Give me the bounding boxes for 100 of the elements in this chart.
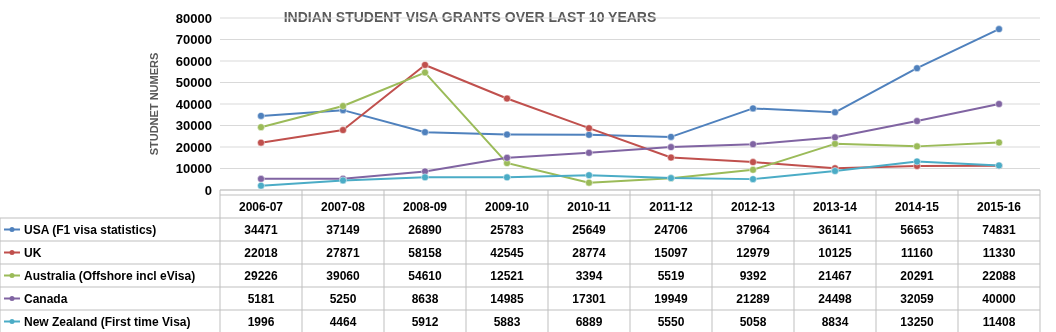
y-tick-label: 80000: [175, 10, 212, 26]
data-label: 5519: [657, 268, 685, 283]
x-tick-label: 2010-11: [567, 199, 612, 214]
point: [831, 133, 839, 142]
point: [503, 154, 511, 162]
data-label: 32059: [900, 291, 935, 306]
data-label: 26890: [408, 222, 443, 237]
point: [667, 153, 675, 162]
x-tick-label: 2007-08: [320, 199, 366, 214]
data-label: 19949: [654, 291, 689, 306]
data-label: 58158: [408, 245, 443, 260]
data-label: 22018: [244, 245, 279, 260]
point: [585, 131, 593, 139]
point: [585, 149, 593, 157]
y-tick-label: 0: [204, 182, 212, 198]
data-label: 10125: [818, 245, 853, 260]
point: [913, 142, 921, 151]
y-tick-label: 30000: [175, 118, 212, 134]
data-label: 39060: [326, 268, 361, 283]
data-label: 34471: [244, 222, 279, 237]
data-label: 5058: [739, 314, 767, 329]
point: [831, 108, 839, 117]
x-tick-label: 2009-10: [484, 199, 530, 214]
legend-label: New Zealand (First time Visa): [24, 314, 191, 329]
point: [667, 143, 675, 151]
point: [339, 126, 347, 134]
y-tick-label: 50000: [175, 75, 212, 91]
data-label: 11408: [982, 314, 1016, 329]
point: [749, 158, 757, 166]
y-tick-label: 20000: [175, 139, 212, 155]
data-label: 40000: [982, 291, 1017, 306]
legend-label: Australia (Offshore incl eVisa): [24, 268, 196, 283]
data-label: 21289: [736, 291, 771, 306]
point: [421, 61, 429, 69]
x-tick-label: 2015-16: [976, 199, 1022, 214]
data-label: 3394: [575, 268, 603, 283]
point: [913, 64, 921, 72]
point: [995, 138, 1003, 147]
y-tick-label: 70000: [175, 32, 212, 48]
point: [831, 140, 839, 148]
data-label: 54610: [408, 268, 443, 283]
point: [257, 123, 265, 131]
data-label: 4464: [329, 314, 357, 329]
y-axis-title: STUDNET NUMERS: [148, 52, 160, 156]
point: [421, 128, 429, 136]
point: [995, 100, 1003, 108]
point: [339, 102, 347, 110]
chart-title: INDIAN STUDENT VISA GRANTS OVER LAST 10 YEARS: [283, 9, 657, 25]
data-label: 17301: [572, 291, 607, 306]
y-tick-label: 40000: [175, 96, 212, 112]
point: [257, 181, 265, 190]
point: [257, 112, 265, 120]
data-label: 14985: [490, 291, 525, 306]
x-tick-label: 2008-09: [402, 199, 448, 214]
point: [585, 124, 593, 132]
data-label: 56653: [900, 222, 935, 237]
x-tick-label: 2013-14: [812, 199, 858, 214]
point: [667, 133, 675, 141]
legend-label: UK: [24, 245, 42, 260]
data-label: 37964: [736, 222, 771, 237]
data-label: 11160: [900, 245, 934, 260]
data-label: 24706: [654, 222, 689, 237]
x-tick-label: 2011-12: [649, 199, 694, 214]
data-label: 29226: [244, 268, 279, 283]
y-tick-label: 10000: [175, 161, 212, 177]
point: [749, 166, 757, 174]
x-tick-label: 2014-15: [894, 199, 940, 214]
data-label: 37149: [326, 222, 361, 237]
data-label: 13250: [900, 314, 935, 329]
data-label: 1996: [247, 314, 275, 329]
point: [913, 157, 921, 166]
data-label: 12979: [736, 245, 771, 260]
point: [585, 171, 593, 179]
data-label: 24498: [818, 291, 853, 306]
point: [913, 117, 921, 125]
data-label: 25649: [572, 222, 607, 237]
legend-label: USA (F1 visa statistics): [24, 222, 157, 237]
data-label: 27871: [326, 245, 361, 260]
data-label: 20291: [900, 268, 935, 283]
data-label: 5250: [329, 291, 357, 306]
point: [503, 130, 511, 139]
data-label: 42545: [490, 245, 525, 260]
point: [749, 175, 757, 183]
data-label: 11330: [982, 245, 1016, 260]
point: [421, 173, 429, 182]
point: [257, 175, 265, 183]
point: [421, 68, 429, 77]
data-label: 5181: [247, 291, 275, 306]
data-label: 6889: [575, 314, 603, 329]
data-label: 22088: [982, 268, 1017, 283]
data-label: 74831: [982, 222, 1017, 237]
legend-label: Canada: [24, 291, 68, 306]
point: [749, 104, 757, 113]
x-tick-label: 2006-07: [238, 199, 284, 214]
data-label: 5883: [493, 314, 521, 329]
point: [257, 138, 265, 147]
data-label: 28774: [572, 245, 607, 260]
data-label: 12521: [490, 268, 525, 283]
data-label: 36141: [818, 222, 853, 237]
x-tick-label: 2012-13: [730, 199, 776, 214]
